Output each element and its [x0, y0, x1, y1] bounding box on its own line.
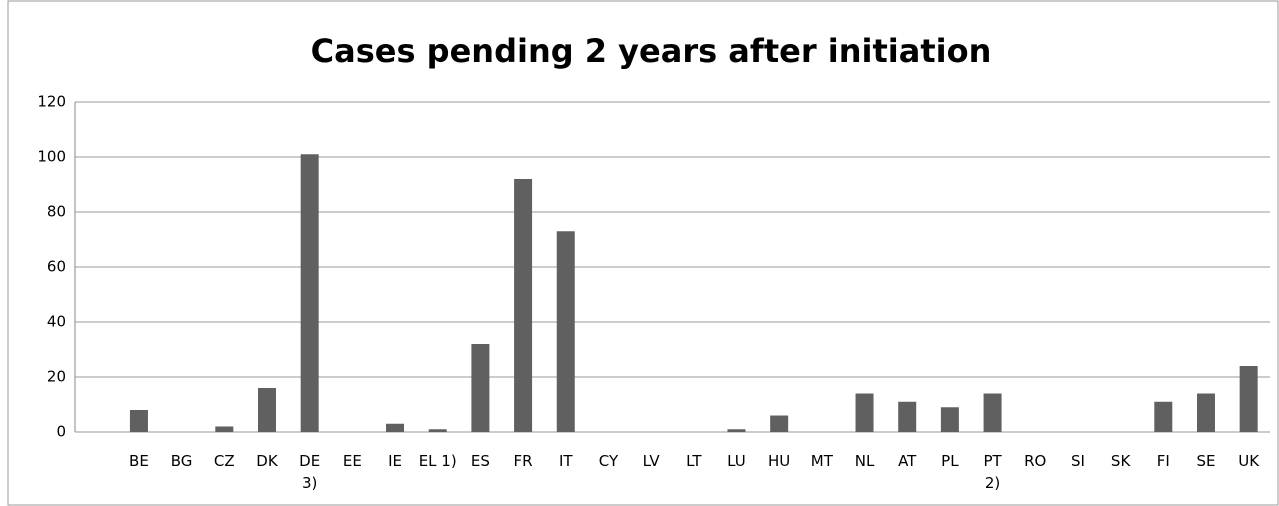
x-tick-label: IT	[558, 452, 573, 470]
chart-frame	[7, 0, 1279, 506]
y-tick-label: 80	[47, 203, 66, 221]
y-tick-label: 20	[47, 368, 66, 386]
y-tick-label: 40	[47, 313, 66, 331]
bar	[940, 407, 959, 432]
x-tick-label: PL	[941, 452, 959, 470]
x-tick-label: HU	[768, 452, 791, 470]
x-tick-label: SE	[1196, 452, 1216, 470]
x-tick-label: RO	[1024, 452, 1047, 470]
x-tick-label: LT	[686, 452, 702, 470]
x-tick-label: EE	[342, 452, 362, 470]
x-tick-label: SI	[1070, 452, 1085, 470]
x-tick-label: BE	[129, 452, 149, 470]
x-tick-label: FR	[513, 452, 533, 470]
bar	[855, 393, 874, 432]
x-tick-label: PT 2)	[983, 452, 1002, 492]
x-tick-label: IE	[388, 452, 402, 470]
x-tick-label: AT	[898, 452, 917, 470]
bar	[300, 154, 319, 432]
x-tick-label: DE 3)	[299, 452, 321, 492]
bar	[1154, 401, 1173, 432]
y-tick-label: 120	[37, 93, 66, 111]
bar	[257, 388, 276, 432]
bar	[1239, 366, 1258, 432]
chart-title: Cases pending 2 years after initiation	[311, 32, 992, 70]
bar	[428, 429, 447, 432]
bar	[215, 426, 234, 432]
bar	[386, 423, 405, 432]
y-tick-label: 60	[47, 258, 66, 276]
bar	[983, 393, 1002, 432]
x-tick-label: MT	[810, 452, 833, 470]
x-tick-label: ES	[470, 452, 490, 470]
x-tick-label: CZ	[213, 452, 235, 470]
bar	[556, 231, 575, 432]
x-tick-label: LU	[727, 452, 746, 470]
x-tick-label: DK	[256, 452, 278, 470]
x-tick-label: BG	[170, 452, 193, 470]
x-tick-label: EL 1)	[418, 452, 457, 470]
x-tick-label: SK	[1110, 452, 1131, 470]
bar	[1196, 393, 1215, 432]
bar	[770, 415, 789, 432]
x-tick-label: FI	[1156, 452, 1170, 470]
bar	[727, 429, 746, 432]
bar	[471, 344, 490, 432]
y-tick-label: 0	[56, 423, 66, 441]
bar	[129, 410, 148, 432]
bar	[514, 179, 533, 432]
x-tick-label: NL	[854, 452, 875, 470]
x-tick-label: UK	[1238, 452, 1260, 470]
bar	[898, 401, 917, 432]
y-tick-label: 100	[37, 148, 66, 166]
x-tick-label: LV	[642, 452, 660, 470]
x-tick-label: CY	[598, 452, 619, 470]
